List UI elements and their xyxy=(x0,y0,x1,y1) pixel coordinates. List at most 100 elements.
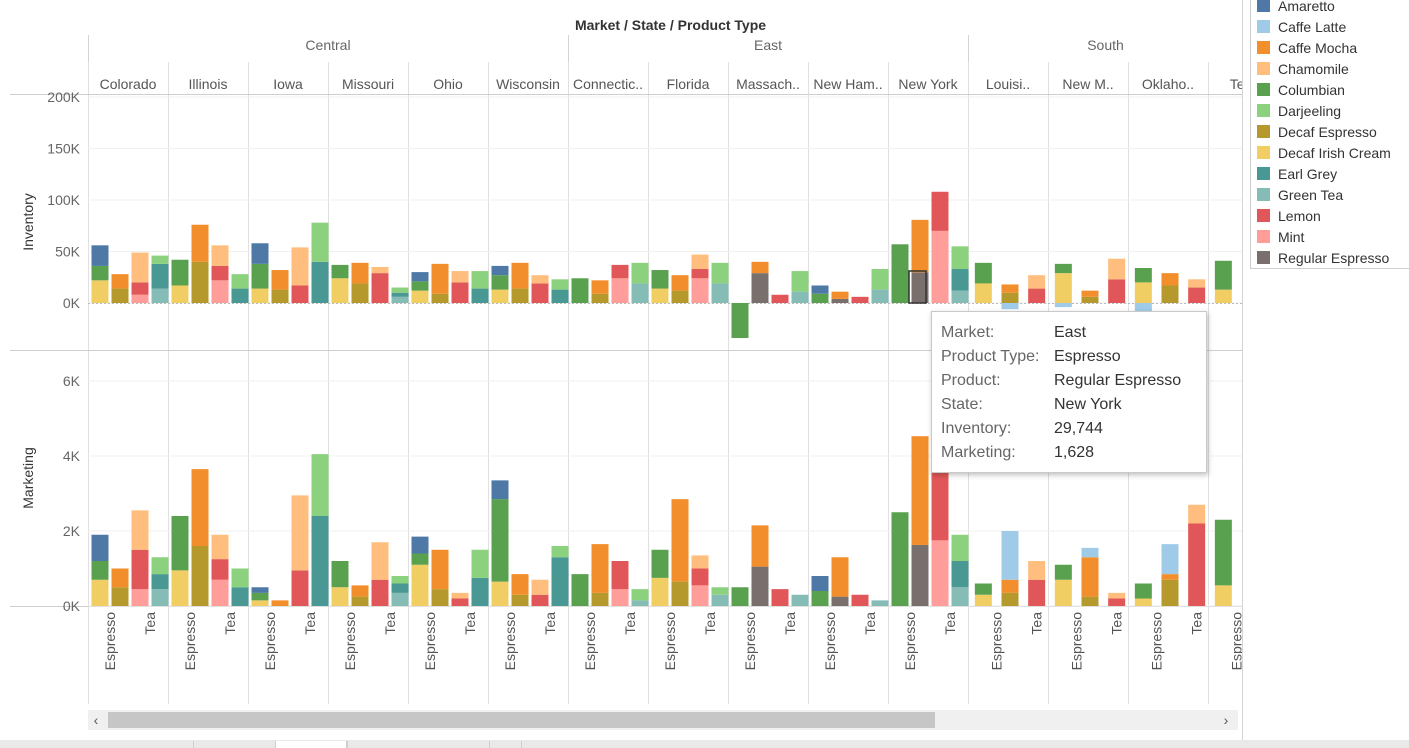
bar-columbian[interactable] xyxy=(974,583,992,595)
bar-columbian[interactable] xyxy=(171,259,189,286)
bar-green-tea[interactable] xyxy=(391,296,409,303)
bar-chamomile[interactable] xyxy=(691,555,709,569)
bar-decaf-espresso[interactable] xyxy=(1001,592,1019,606)
bar-decaf-irish-cream[interactable] xyxy=(974,283,992,303)
bar-decaf-espresso[interactable] xyxy=(671,290,689,303)
bar-regular-espresso[interactable] xyxy=(751,273,769,303)
bar-lemon[interactable] xyxy=(1188,287,1206,303)
bar-decaf-espresso[interactable] xyxy=(1001,292,1019,303)
bar-decaf-irish-cream[interactable] xyxy=(651,577,669,606)
bar-lemon[interactable] xyxy=(291,285,309,303)
bar-decaf-espresso[interactable] xyxy=(271,289,289,303)
bar-green-tea[interactable] xyxy=(711,594,729,606)
bar-lemon[interactable] xyxy=(851,594,869,606)
bar-darjeeling[interactable] xyxy=(951,534,969,561)
bar-lemon[interactable] xyxy=(771,589,789,606)
legend-item[interactable]: Mint xyxy=(1257,226,1304,247)
bar-columbian[interactable] xyxy=(891,512,909,606)
bar-regular-espresso[interactable] xyxy=(911,544,929,606)
bar-darjeeling[interactable] xyxy=(551,546,569,558)
legend-item[interactable]: Regular Espresso xyxy=(1257,247,1389,268)
legend-item[interactable]: Darjeeling xyxy=(1257,100,1341,121)
bar-earl-grey[interactable] xyxy=(391,583,409,593)
bar-columbian[interactable] xyxy=(1134,583,1152,599)
bar-columbian[interactable] xyxy=(731,587,749,606)
bar-lemon[interactable] xyxy=(131,549,149,590)
bar-columbian[interactable] xyxy=(91,561,109,580)
bar-earl-grey[interactable] xyxy=(231,288,249,303)
bar-green-tea[interactable] xyxy=(951,587,969,606)
bar-caffe-mocha[interactable] xyxy=(1161,574,1179,580)
bar-decaf-espresso[interactable] xyxy=(431,293,449,303)
bar-lemon[interactable] xyxy=(451,598,469,607)
bar-mint[interactable] xyxy=(931,230,949,303)
bar-columbian[interactable] xyxy=(331,264,349,279)
bar-lemon[interactable] xyxy=(1028,579,1046,606)
bar-lemon[interactable] xyxy=(851,296,869,303)
bar-chamomile[interactable] xyxy=(211,245,229,266)
legend-item[interactable]: Green Tea xyxy=(1257,184,1343,205)
bar-caffe-latte[interactable] xyxy=(1054,303,1072,308)
bar-decaf-irish-cream[interactable] xyxy=(1214,289,1232,303)
bar-caffe-latte[interactable] xyxy=(1001,531,1019,580)
bar-lemon[interactable] xyxy=(691,269,709,279)
bar-columbian[interactable] xyxy=(411,281,429,291)
bar-amaretto[interactable] xyxy=(411,272,429,282)
bar-lemon[interactable] xyxy=(611,561,629,590)
bar-caffe-mocha[interactable] xyxy=(351,585,369,597)
bar-columbian[interactable] xyxy=(1134,267,1152,283)
bar-darjeeling[interactable] xyxy=(311,454,329,516)
bar-caffe-mocha[interactable] xyxy=(751,525,769,567)
bar-columbian[interactable] xyxy=(571,574,589,606)
bar-mint[interactable] xyxy=(611,589,629,606)
sheet-tab[interactable] xyxy=(347,741,408,748)
sheet-tab[interactable] xyxy=(489,741,520,748)
bar-decaf-irish-cream[interactable] xyxy=(491,289,509,303)
bar-chamomile[interactable] xyxy=(1028,275,1046,289)
bar-lemon[interactable] xyxy=(531,283,549,303)
bar-chamomile[interactable] xyxy=(131,252,149,283)
bar-caffe-mocha[interactable] xyxy=(1161,273,1179,286)
bar-darjeeling[interactable] xyxy=(391,576,409,584)
scrollbar-thumb[interactable] xyxy=(108,712,935,728)
scroll-left-icon[interactable]: ‹ xyxy=(93,712,99,728)
bar-caffe-mocha[interactable] xyxy=(111,274,129,289)
bar-green-tea[interactable] xyxy=(711,283,729,303)
bar-caffe-mocha[interactable] xyxy=(1001,284,1019,293)
bar-lemon[interactable] xyxy=(211,559,229,580)
selected-bar-highlight[interactable] xyxy=(908,270,927,304)
bar-green-tea[interactable] xyxy=(151,589,169,606)
bar-chamomile[interactable] xyxy=(291,495,309,571)
bar-decaf-espresso[interactable] xyxy=(431,589,449,606)
bar-earl-grey[interactable] xyxy=(471,288,489,303)
bar-decaf-espresso[interactable] xyxy=(511,594,529,606)
bar-chamomile[interactable] xyxy=(691,254,709,270)
bar-columbian[interactable] xyxy=(1214,260,1232,290)
bar-mint[interactable] xyxy=(931,540,949,606)
bar-amaretto[interactable] xyxy=(811,285,829,294)
bar-decaf-irish-cream[interactable] xyxy=(411,564,429,606)
bar-caffe-mocha[interactable] xyxy=(1081,557,1099,597)
bar-caffe-mocha[interactable] xyxy=(271,600,289,606)
bar-decaf-espresso[interactable] xyxy=(351,596,369,606)
bar-mint[interactable] xyxy=(611,278,629,303)
bar-columbian[interactable] xyxy=(1054,263,1072,274)
bar-amaretto[interactable] xyxy=(251,243,269,264)
legend-item[interactable]: Decaf Espresso xyxy=(1257,121,1377,142)
bar-green-tea[interactable] xyxy=(951,290,969,303)
bar-caffe-latte[interactable] xyxy=(1001,303,1019,310)
bar-darjeeling[interactable] xyxy=(631,589,649,601)
bar-lemon[interactable] xyxy=(931,191,949,231)
bar-lemon[interactable] xyxy=(371,579,389,606)
bar-darjeeling[interactable] xyxy=(711,262,729,284)
bar-darjeeling[interactable] xyxy=(231,568,249,588)
bar-mint[interactable] xyxy=(131,294,149,303)
bar-green-tea[interactable] xyxy=(871,600,889,606)
bar-columbian[interactable] xyxy=(491,275,509,290)
bar-decaf-espresso[interactable] xyxy=(1161,579,1179,606)
sheet-tab[interactable] xyxy=(193,741,274,748)
bar-decaf-espresso[interactable] xyxy=(591,293,609,303)
bar-caffe-mocha[interactable] xyxy=(831,557,849,597)
bar-darjeeling[interactable] xyxy=(151,557,169,575)
bar-decaf-irish-cream[interactable] xyxy=(331,278,349,303)
